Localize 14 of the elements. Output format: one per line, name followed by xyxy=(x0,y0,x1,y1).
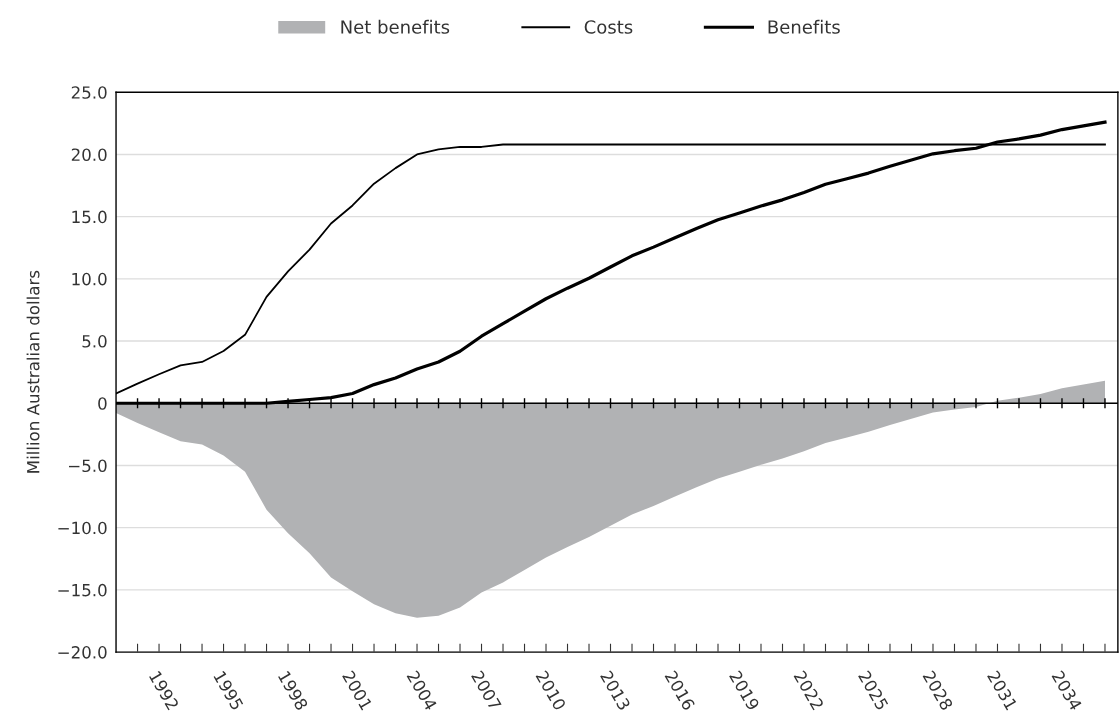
y-tick-label: 5.0 xyxy=(82,335,107,348)
y-tick-label: 20.0 xyxy=(71,148,107,162)
y-tick-label: 25.0 xyxy=(71,86,107,99)
legend-label: Net benefits xyxy=(341,19,450,34)
legend-label: Costs xyxy=(584,20,633,34)
y-tick-label: 15.0 xyxy=(72,210,107,224)
legend-label: Benefits xyxy=(768,19,840,34)
y-tick-label: −15.0 xyxy=(58,583,107,597)
y-tick-label: −5.0 xyxy=(69,459,107,473)
y-tick-label: −10.0 xyxy=(58,521,107,535)
y-tick-label: −20.0 xyxy=(58,646,107,659)
y-axis-title: Million Australian dollars xyxy=(26,270,40,473)
y-tick-label: 0 xyxy=(98,397,107,410)
y-tick-label: 10.0 xyxy=(72,272,107,286)
